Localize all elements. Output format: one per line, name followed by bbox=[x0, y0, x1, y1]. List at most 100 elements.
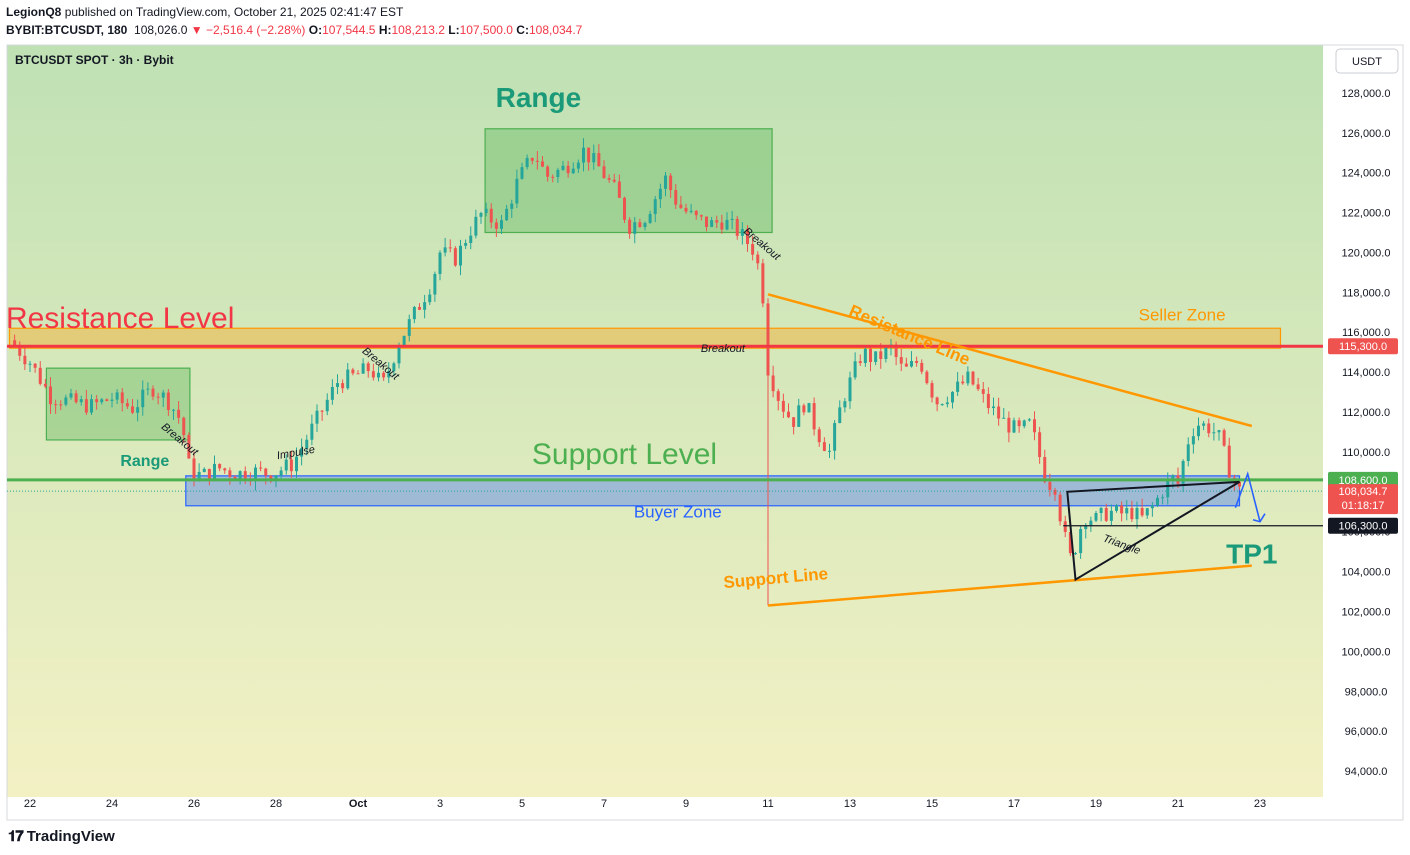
candle-body bbox=[371, 371, 375, 378]
tradingview-logo-icon: 𝟏𝟕 bbox=[8, 828, 24, 845]
currency-label[interactable]: USDT bbox=[1352, 56, 1382, 68]
candle-body bbox=[110, 399, 114, 401]
candle-body bbox=[412, 306, 416, 320]
candle-body bbox=[561, 165, 565, 170]
candle-body bbox=[84, 399, 88, 413]
candle-body bbox=[1017, 420, 1021, 427]
x-tick-label: 26 bbox=[188, 798, 200, 810]
candle-body bbox=[387, 371, 391, 378]
low-value: 107,500.0 bbox=[459, 23, 513, 37]
candle-body bbox=[305, 439, 309, 449]
candle-body bbox=[956, 381, 960, 392]
x-tick-label: 5 bbox=[519, 798, 525, 810]
annotation-support-level: Support Level bbox=[532, 438, 717, 471]
candle-body bbox=[787, 411, 790, 418]
candle-body bbox=[576, 162, 580, 169]
candle-body bbox=[515, 178, 519, 204]
high-label: H: bbox=[378, 23, 392, 37]
candle-body bbox=[633, 222, 637, 234]
down-arrow-icon: ▼ bbox=[190, 23, 203, 37]
candle-body bbox=[13, 340, 17, 346]
candle-body bbox=[279, 470, 283, 476]
candle-body bbox=[1012, 420, 1016, 433]
candle-body bbox=[822, 442, 826, 451]
y-tick-label: 114,000.0 bbox=[1342, 367, 1390, 379]
author[interactable]: LegionQ8 bbox=[6, 5, 62, 19]
zone-range bbox=[45, 367, 191, 441]
candle-body bbox=[115, 392, 119, 400]
candle-body bbox=[623, 197, 626, 220]
tradingview-logo[interactable]: 𝟏𝟕 TradingView bbox=[8, 828, 115, 845]
candle-body bbox=[223, 468, 227, 471]
candle-body bbox=[648, 214, 652, 223]
y-tick-label: 116,000.0 bbox=[1342, 327, 1390, 339]
time-axis-background bbox=[7, 797, 1403, 820]
x-tick-label: 17 bbox=[1008, 798, 1020, 810]
candle-body bbox=[1038, 432, 1042, 458]
candle-body bbox=[213, 463, 216, 480]
candle-body bbox=[484, 208, 488, 214]
candle-body bbox=[1202, 423, 1206, 426]
candle-body bbox=[166, 392, 170, 411]
candle-body bbox=[833, 423, 837, 451]
candle-body bbox=[90, 399, 93, 413]
candle-body bbox=[1079, 529, 1083, 554]
candle-body bbox=[843, 401, 847, 408]
annotation-range: Range bbox=[496, 82, 582, 113]
candle-body bbox=[638, 222, 642, 228]
symbol[interactable]: BYBIT:BTCUSDT, 180 bbox=[6, 23, 128, 37]
open-value: 107,544.5 bbox=[322, 23, 376, 37]
y-tick-label: 102,000.0 bbox=[1342, 606, 1391, 618]
candle-body bbox=[131, 406, 134, 413]
candle-body bbox=[971, 371, 975, 385]
price-label-box bbox=[1328, 471, 1398, 488]
candle-body bbox=[976, 384, 980, 390]
x-tick-label: 19 bbox=[1090, 798, 1102, 810]
candle-body bbox=[1094, 513, 1098, 521]
candle-body bbox=[694, 210, 698, 216]
candle-body bbox=[1048, 481, 1052, 490]
candle-body bbox=[571, 168, 575, 174]
candle-body bbox=[207, 468, 211, 480]
candle-body bbox=[315, 410, 319, 424]
candle-body bbox=[402, 335, 406, 347]
y-tick-label: 94,000.0 bbox=[1345, 766, 1388, 778]
candle-body bbox=[674, 190, 678, 205]
trendline-support-line bbox=[767, 564, 1252, 607]
candle-body bbox=[346, 369, 350, 389]
candle-body bbox=[546, 166, 550, 177]
candle-body bbox=[1084, 525, 1088, 530]
candle-body bbox=[812, 403, 816, 430]
candle-body bbox=[664, 175, 667, 189]
candle-body bbox=[797, 405, 801, 427]
candle-body bbox=[735, 218, 739, 236]
y-tick-label: 118,000.0 bbox=[1342, 287, 1390, 299]
candle-body bbox=[669, 175, 673, 191]
candle-body bbox=[730, 218, 734, 220]
candle-body bbox=[582, 147, 585, 163]
candle-body bbox=[612, 179, 616, 182]
candle-body bbox=[1104, 507, 1108, 521]
candle-body bbox=[1130, 508, 1134, 520]
candle-body bbox=[146, 388, 150, 390]
candle-body bbox=[848, 377, 852, 402]
candle-body bbox=[592, 153, 596, 163]
candle-body bbox=[479, 213, 483, 217]
candle-body bbox=[397, 346, 401, 364]
candle-body bbox=[981, 389, 985, 394]
candle-body bbox=[95, 399, 99, 403]
trendline-resistance-line bbox=[767, 293, 1253, 428]
candle-body bbox=[433, 273, 437, 295]
candle-body bbox=[320, 410, 324, 412]
candle-body bbox=[453, 248, 457, 266]
candle-body bbox=[156, 396, 160, 398]
candle-body bbox=[474, 216, 478, 236]
candle-body bbox=[930, 383, 934, 398]
candle-body bbox=[54, 404, 58, 406]
candle-body bbox=[1115, 505, 1118, 511]
countdown-label: 01:18:17 bbox=[1342, 500, 1385, 512]
candle-body bbox=[1150, 505, 1154, 509]
candle-body bbox=[28, 363, 32, 365]
candle-body bbox=[556, 169, 560, 178]
